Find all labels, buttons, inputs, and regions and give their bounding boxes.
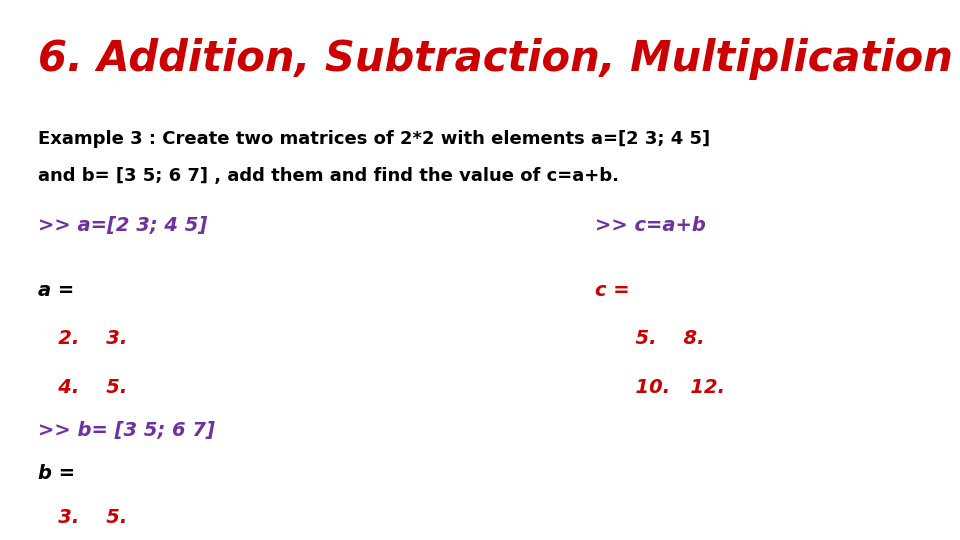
Text: 3.    5.: 3. 5.: [38, 508, 128, 526]
Text: >> b= [3 5; 6 7]: >> b= [3 5; 6 7]: [38, 421, 215, 440]
Text: and b= [3 5; 6 7] , add them and find the value of c=a+b.: and b= [3 5; 6 7] , add them and find th…: [38, 167, 619, 185]
Text: b =: b =: [38, 464, 76, 483]
Text: >> a=[2 3; 4 5]: >> a=[2 3; 4 5]: [38, 216, 207, 235]
Text: 6. Addition, Subtraction, Multiplication ..: 6. Addition, Subtraction, Multiplication…: [38, 38, 960, 80]
Text: Example 3 : Create two matrices of 2*2 with elements a=[2 3; 4 5]: Example 3 : Create two matrices of 2*2 w…: [38, 130, 710, 147]
Text: 4.    5.: 4. 5.: [38, 378, 128, 397]
Text: 2.    3.: 2. 3.: [38, 329, 128, 348]
Text: c =: c =: [595, 281, 630, 300]
Text: >> c=a+b: >> c=a+b: [595, 216, 706, 235]
Text: 10.   12.: 10. 12.: [595, 378, 725, 397]
Text: 5.    8.: 5. 8.: [595, 329, 705, 348]
Text: a =: a =: [38, 281, 75, 300]
